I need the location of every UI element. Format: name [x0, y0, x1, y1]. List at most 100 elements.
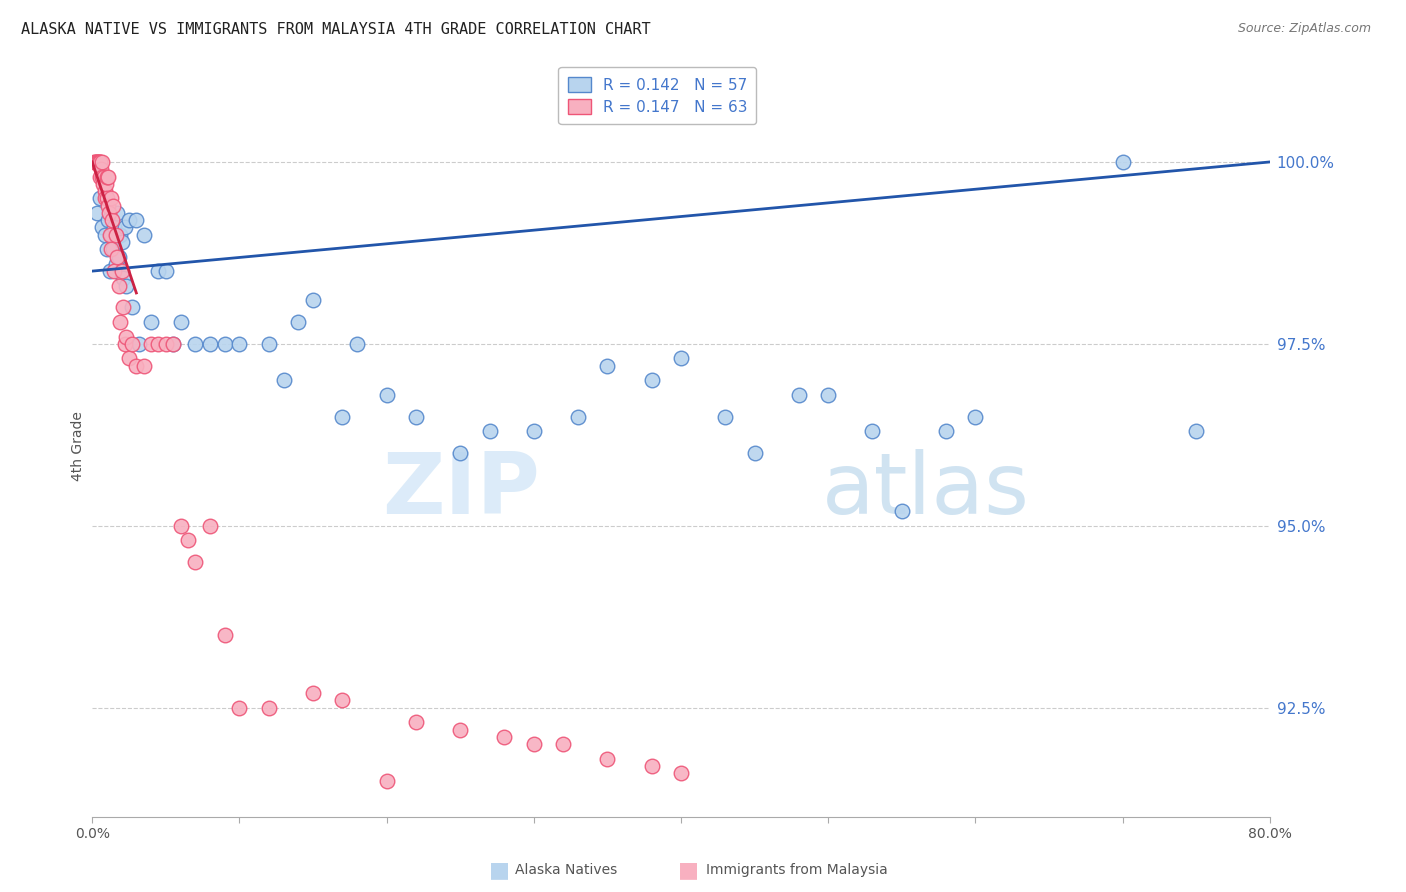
Point: [89, 191, 111, 205]
Point: [94, 191, 117, 205]
Point: [93, 184, 115, 198]
Point: [346, 337, 368, 351]
Point: [132, 227, 155, 242]
Point: [112, 271, 135, 285]
Text: ALASKA NATIVE VS IMMIGRANTS FROM MALAYSIA 4TH GRADE CORRELATION CHART: ALASKA NATIVE VS IMMIGRANTS FROM MALAYSI…: [21, 22, 651, 37]
Text: ZIP: ZIP: [382, 449, 540, 532]
Point: [115, 278, 138, 293]
Point: [96, 177, 118, 191]
Point: [97, 213, 120, 227]
Point: [87, 155, 110, 169]
Point: [890, 504, 912, 518]
Point: [965, 409, 987, 424]
Point: [90, 155, 112, 169]
Point: [86, 155, 108, 169]
Point: [494, 730, 516, 744]
Point: [83, 155, 105, 169]
Point: [91, 220, 114, 235]
Point: [375, 388, 398, 402]
Point: [184, 337, 207, 351]
Point: [198, 337, 221, 351]
Point: [198, 518, 221, 533]
Point: [84, 155, 107, 169]
Point: [114, 337, 136, 351]
Point: [596, 752, 619, 766]
Text: ■: ■: [489, 860, 509, 880]
Point: [84, 155, 107, 169]
Point: [553, 737, 575, 751]
Point: [405, 409, 427, 424]
Point: [332, 693, 354, 707]
Point: [94, 227, 117, 242]
Point: [93, 169, 115, 184]
Point: [103, 220, 125, 235]
Text: Alaska Natives: Alaska Natives: [515, 863, 617, 877]
Point: [105, 206, 128, 220]
Point: [91, 177, 114, 191]
Point: [96, 169, 118, 184]
Point: [184, 555, 207, 569]
Point: [287, 315, 309, 329]
Point: [523, 424, 546, 438]
Point: [86, 206, 108, 220]
Point: [118, 351, 141, 366]
Y-axis label: 4th Grade: 4th Grade: [72, 411, 86, 481]
Point: [97, 199, 120, 213]
Point: [169, 315, 191, 329]
Point: [214, 628, 236, 642]
Point: [91, 169, 114, 184]
Point: [1185, 424, 1208, 438]
Point: [112, 301, 135, 315]
Point: [100, 242, 122, 256]
Point: [567, 409, 589, 424]
Point: [98, 206, 121, 220]
Point: [98, 227, 121, 242]
Point: [103, 264, 125, 278]
Point: [89, 169, 111, 184]
Point: [114, 220, 136, 235]
Point: [105, 250, 128, 264]
Point: [523, 737, 546, 751]
Text: Immigrants from Malaysia: Immigrants from Malaysia: [706, 863, 887, 877]
Point: [89, 155, 111, 169]
Text: Source: ZipAtlas.com: Source: ZipAtlas.com: [1237, 22, 1371, 36]
Point: [104, 227, 127, 242]
Point: [104, 257, 127, 271]
Point: [155, 337, 177, 351]
Point: [332, 409, 354, 424]
Point: [107, 250, 129, 264]
Point: [214, 337, 236, 351]
Point: [257, 700, 280, 714]
Point: [177, 533, 200, 548]
Point: [669, 766, 692, 780]
Point: [132, 359, 155, 373]
Point: [125, 359, 148, 373]
Point: [596, 359, 619, 373]
Point: [155, 264, 177, 278]
Point: [118, 213, 141, 227]
Point: [111, 264, 134, 278]
Point: [121, 337, 143, 351]
Point: [108, 315, 131, 329]
Point: [115, 329, 138, 343]
Point: [449, 446, 471, 460]
Point: [128, 337, 150, 351]
Point: [139, 337, 162, 351]
Point: [640, 759, 662, 773]
Point: [108, 227, 131, 242]
Point: [98, 264, 121, 278]
Point: [257, 337, 280, 351]
Point: [169, 518, 191, 533]
Point: [405, 715, 427, 730]
Point: [935, 424, 957, 438]
Point: [101, 199, 124, 213]
Point: [273, 373, 295, 387]
Point: [97, 169, 120, 184]
Legend: R = 0.142   N = 57, R = 0.147   N = 63: R = 0.142 N = 57, R = 0.147 N = 63: [558, 68, 756, 124]
Point: [96, 191, 118, 205]
Point: [744, 446, 766, 460]
Point: [228, 337, 250, 351]
Point: [107, 278, 129, 293]
Point: [139, 315, 162, 329]
Point: [125, 213, 148, 227]
